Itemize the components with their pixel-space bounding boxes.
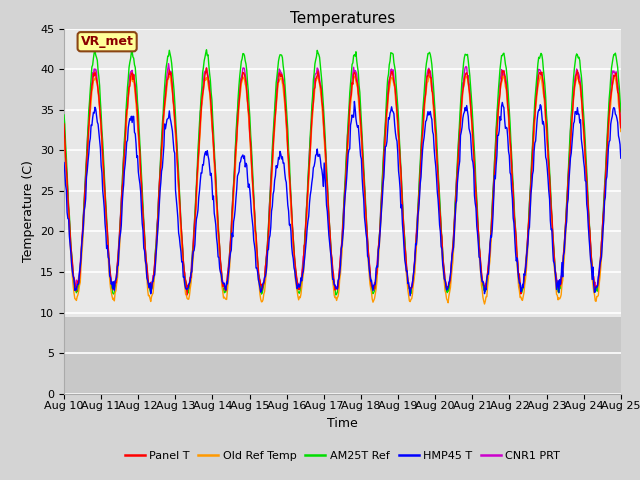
Bar: [64, 317, 621, 394]
Y-axis label: Temperature (C): Temperature (C): [22, 160, 35, 262]
Text: VR_met: VR_met: [81, 35, 134, 48]
Title: Temperatures: Temperatures: [290, 11, 395, 26]
Legend: Panel T, Old Ref Temp, AM25T Ref, HMP45 T, CNR1 PRT: Panel T, Old Ref Temp, AM25T Ref, HMP45 …: [120, 446, 564, 466]
X-axis label: Time: Time: [327, 417, 358, 430]
